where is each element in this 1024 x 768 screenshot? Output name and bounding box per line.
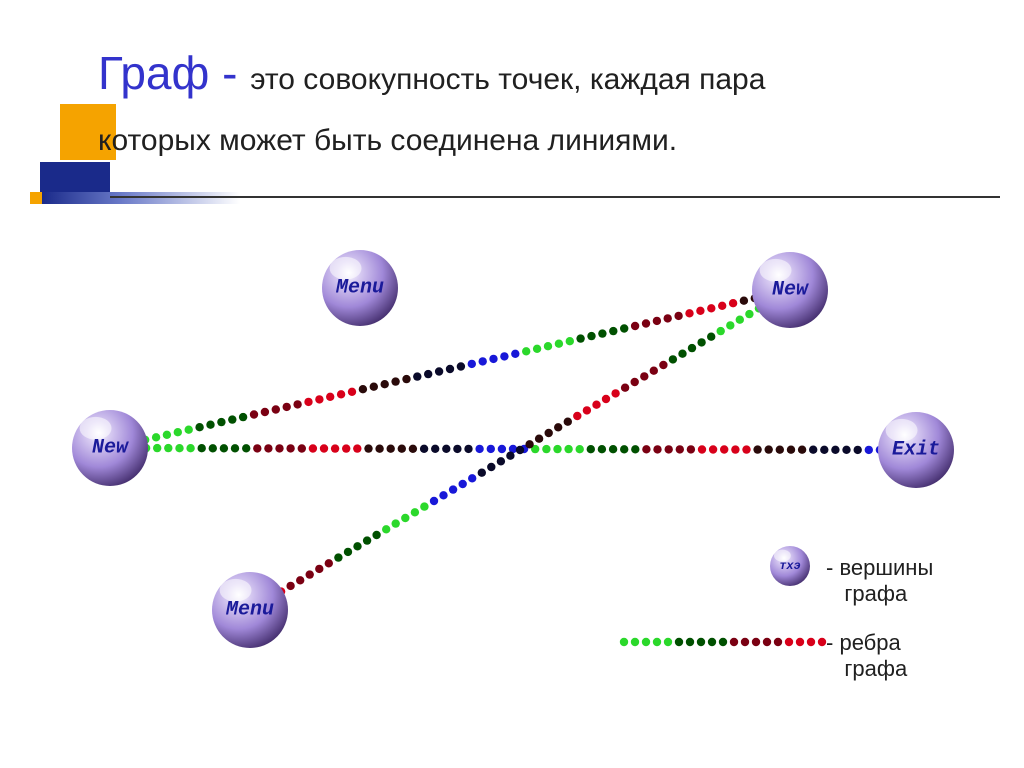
legend-node-text: - вершины графа (826, 555, 933, 607)
slide-title-line2: которых может быть соединена линиями. (98, 124, 677, 158)
graph-node-exit_right: Exit (878, 412, 954, 488)
title-rest-1: это совокупность точек, каждая пара (250, 63, 765, 96)
legend-node-line1: вершины (839, 555, 933, 580)
decor-gradient-bar (42, 192, 240, 204)
legend-edge-text: - ребра графа (826, 630, 907, 682)
legend-edge-line1: ребра (839, 630, 900, 655)
legend-dash: - (826, 555, 833, 580)
title-rest-2: которых может быть соединена линиями. (98, 124, 677, 157)
title-term: Граф (98, 47, 209, 99)
graph-node-new_top: New (752, 252, 828, 328)
title-dash: - (209, 47, 250, 99)
decor-tiny-orange (30, 192, 42, 204)
legend-dash: - (826, 630, 833, 655)
decor-blue-block (40, 162, 110, 192)
graph-node-new_left: New (72, 410, 148, 486)
graph-node-menu_top: Menu (322, 250, 398, 326)
legend-node-line2: графа (844, 581, 907, 606)
legend-edge-line2: графа (844, 656, 907, 681)
graph-node-menu_bot: Menu (212, 572, 288, 648)
slide-title-line1: Граф - это совокупность точек, каждая па… (98, 46, 765, 100)
title-underline (110, 196, 1000, 198)
